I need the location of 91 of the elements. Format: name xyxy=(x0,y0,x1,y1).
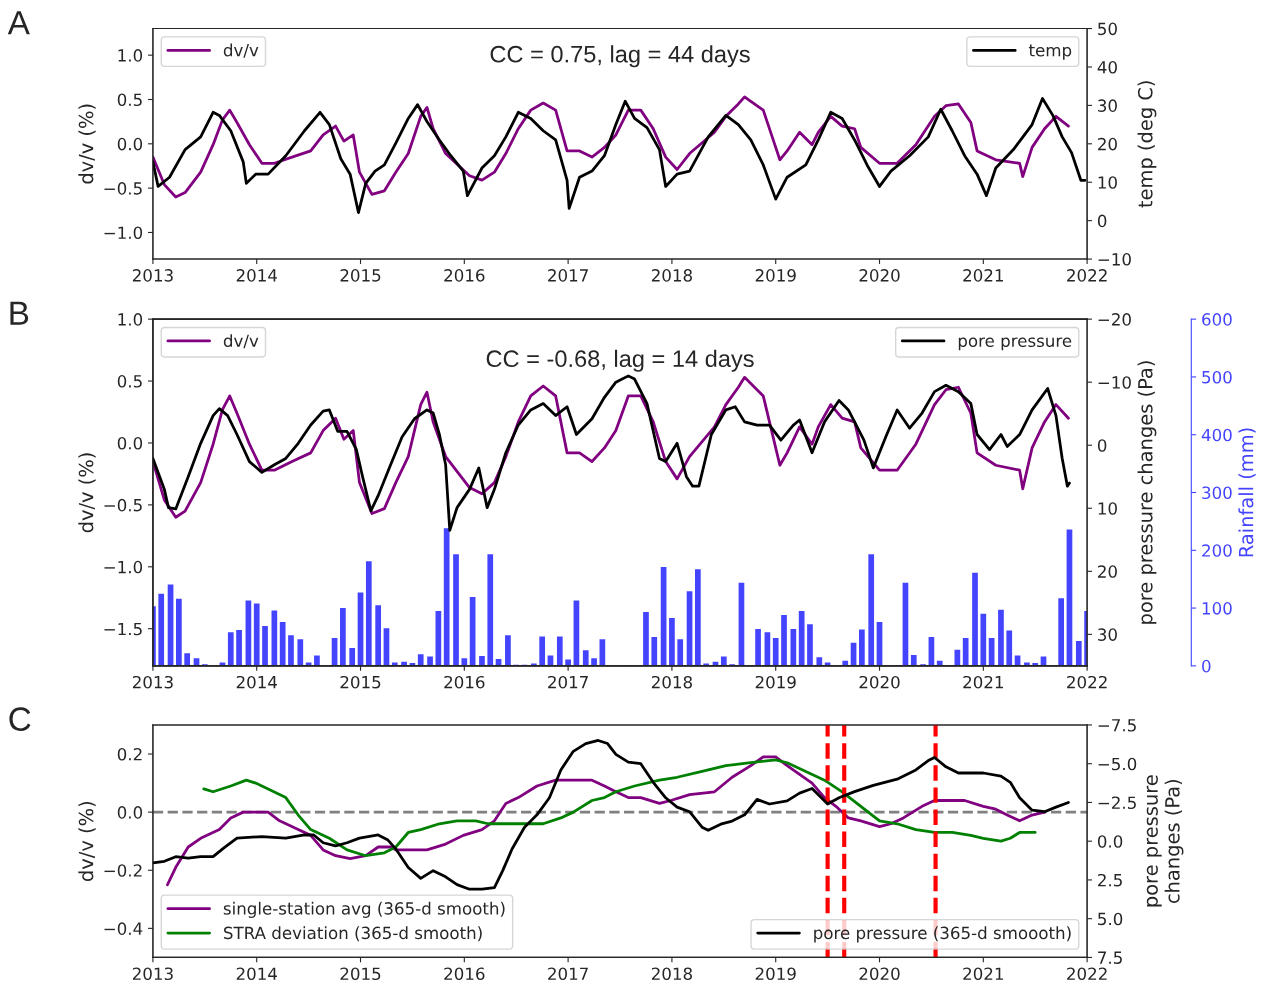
chart-title: B xyxy=(10,301,29,325)
y3-tick-label: 600 xyxy=(1202,313,1232,326)
x-tick-label: 2016 xyxy=(444,967,485,981)
x-tick-label: 2018 xyxy=(651,675,692,689)
y-tick-label: −1.5 xyxy=(104,622,142,636)
y2-axis-title: temp (deg C) xyxy=(1137,81,1157,208)
x-tick-label: 2013 xyxy=(132,675,173,689)
y2-tick-label: −5.0 xyxy=(1098,757,1137,771)
x-tick-label: 2018 xyxy=(651,269,692,282)
y2-tick-label: 30 xyxy=(1098,628,1117,641)
x-tick-label: 2020 xyxy=(859,269,900,282)
y-tick-label: 0.5 xyxy=(117,93,142,107)
x-tick-label: 2022 xyxy=(1067,675,1107,689)
y3-tick-label: 400 xyxy=(1201,428,1232,442)
y2-tick-label: 30 xyxy=(1098,99,1117,112)
y2-tick-label: −20 xyxy=(1098,313,1131,326)
legend-label: dv/v xyxy=(223,43,259,58)
y3-axis-title: Rainfall (mm) xyxy=(1238,428,1256,557)
x-tick-label: 2017 xyxy=(548,675,588,689)
y2-tick-label: 7.5 xyxy=(1098,951,1122,964)
y2-tick-label: 0.0 xyxy=(1097,835,1123,848)
x-tick-label: 2020 xyxy=(859,675,900,689)
y3-tick-label: 500 xyxy=(1202,370,1232,384)
y-tick-label: 0.5 xyxy=(117,375,142,388)
y-axis-title: dv/v (%) xyxy=(78,453,96,533)
x-tick-label: 2013 xyxy=(132,967,173,981)
y2-tick-label: 50 xyxy=(1098,22,1117,36)
x-tick-label: 2013 xyxy=(132,269,173,282)
y3-tick-label: 200 xyxy=(1202,544,1232,557)
y-tick-label: 0.0 xyxy=(117,806,143,819)
y-tick-label: −1.0 xyxy=(104,560,143,574)
y2-tick-label: 2.5 xyxy=(1098,873,1122,887)
x-tick-label: 2019 xyxy=(755,269,796,282)
x-tick-label: 2016 xyxy=(444,269,485,282)
x-tick-label: 2015 xyxy=(340,967,381,981)
y-tick-label: −0.4 xyxy=(104,922,143,935)
y2-tick-label: 20 xyxy=(1098,137,1117,151)
y3-tick-label: 0 xyxy=(1202,659,1211,673)
legend-label: pore pressure xyxy=(958,337,1072,351)
annotation: CC = 0.75, lag = 44 days xyxy=(490,45,750,68)
y2-tick-label: 0 xyxy=(1097,214,1107,228)
y2-tick-label: 40 xyxy=(1097,60,1117,74)
x-tick-label: 2018 xyxy=(651,967,692,981)
y2-tick-label: 10 xyxy=(1098,176,1117,189)
x-tick-label: 2016 xyxy=(444,675,485,689)
x-tick-label: 2021 xyxy=(963,269,1003,282)
x-tick-label: 2017 xyxy=(548,269,588,282)
x-tick-label: 2017 xyxy=(548,967,588,981)
x-tick-label: 2015 xyxy=(340,269,381,282)
chart-title: C xyxy=(9,707,31,731)
y-tick-label: −0.2 xyxy=(104,864,142,877)
y-axis-title: dv/v (%) xyxy=(78,801,96,881)
y-axis-title: dv/v (%) xyxy=(78,104,96,184)
legend-label: STRA deviation (365-d smooth) xyxy=(224,926,482,942)
x-tick-label: 2022 xyxy=(1067,967,1107,981)
x-tick-label: 2014 xyxy=(236,269,277,282)
legend-label: temp xyxy=(1028,44,1072,60)
y-tick-label: −0.5 xyxy=(104,182,142,195)
y-tick-label: 1.0 xyxy=(118,313,143,326)
y-tick-label: 0.0 xyxy=(117,137,143,151)
chart-title: A xyxy=(7,11,30,35)
y2-tick-label: −10 xyxy=(1098,376,1131,389)
y-tick-label: 1.0 xyxy=(118,49,143,62)
y2-tick-label: 20 xyxy=(1098,565,1117,578)
y-tick-label: 0.0 xyxy=(117,436,143,450)
y2-tick-label: −7.5 xyxy=(1098,719,1136,732)
legend-label: single-station avg (365-d smooth) xyxy=(223,901,505,918)
y-tick-label: −0.5 xyxy=(104,498,142,512)
y2-tick-label: 5.0 xyxy=(1098,912,1123,926)
legend-label: dv/v xyxy=(223,334,259,349)
x-tick-label: 2014 xyxy=(236,967,277,981)
x-tick-label: 2019 xyxy=(755,675,796,689)
x-tick-label: 2021 xyxy=(963,967,1003,981)
x-tick-label: 2014 xyxy=(236,675,277,689)
y3-tick-label: 100 xyxy=(1202,602,1232,615)
y2-tick-label: −2.5 xyxy=(1098,796,1136,810)
y-tick-label: −1.0 xyxy=(104,226,143,240)
legend-label: pore pressure (365-d smoooth) xyxy=(814,926,1071,943)
y2-axis-title: pore pressure changes (Pa) xyxy=(1146,775,1184,907)
x-tick-label: 2019 xyxy=(755,967,796,981)
annotation: CC = -0.68, lag = 14 days xyxy=(486,349,754,372)
x-tick-label: 2015 xyxy=(340,675,381,689)
x-tick-label: 2020 xyxy=(859,967,900,981)
y2-axis-title: pore pressure changes (Pa) xyxy=(1137,361,1157,624)
y-tick-label: 0.2 xyxy=(117,747,142,761)
x-tick-label: 2022 xyxy=(1067,269,1107,282)
y2-tick-label: 0 xyxy=(1097,439,1107,452)
y2-tick-label: −10 xyxy=(1098,253,1131,266)
y3-tick-label: 300 xyxy=(1202,486,1232,500)
x-tick-label: 2021 xyxy=(963,675,1003,689)
y2-tick-label: 10 xyxy=(1098,502,1117,515)
